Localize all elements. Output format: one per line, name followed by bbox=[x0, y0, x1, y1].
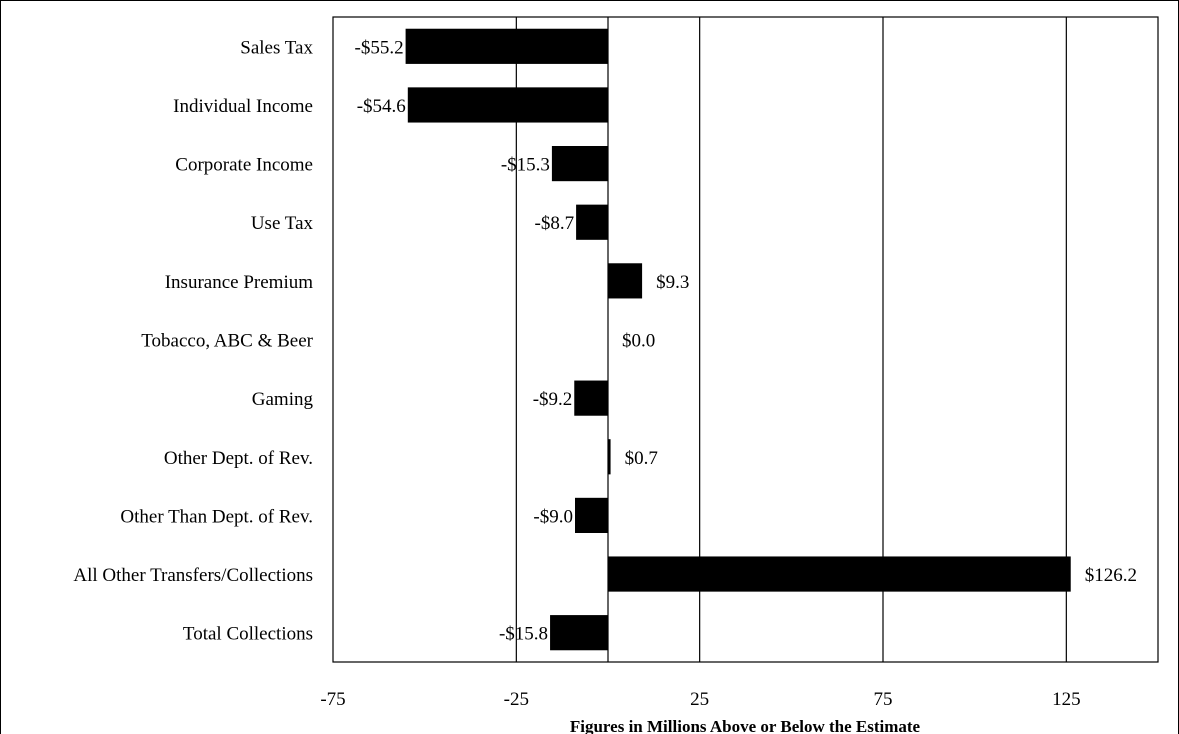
bar bbox=[407, 87, 608, 123]
data-label: -$9.2 bbox=[533, 389, 573, 410]
gridlines bbox=[515, 17, 1067, 662]
data-label: -$55.2 bbox=[355, 37, 404, 58]
category-label: Corporate Income bbox=[175, 155, 313, 176]
bar bbox=[551, 146, 608, 182]
bar bbox=[608, 556, 1071, 592]
category-label: Total Collections bbox=[183, 624, 313, 645]
data-label: $0.7 bbox=[625, 448, 658, 469]
category-label: Tobacco, ABC & Beer bbox=[141, 331, 313, 352]
data-label: $9.3 bbox=[656, 272, 689, 293]
x-tick-label: 25 bbox=[690, 689, 709, 710]
bars bbox=[405, 28, 1071, 651]
bar bbox=[608, 439, 611, 475]
bar bbox=[575, 497, 608, 533]
data-label: $0.0 bbox=[622, 331, 655, 352]
x-tick-label: 125 bbox=[1052, 689, 1081, 710]
x-tick-label: -25 bbox=[504, 689, 529, 710]
x-tick-labels: -75 -25 25 75 125 bbox=[320, 689, 1080, 710]
data-label: -$9.0 bbox=[533, 506, 573, 527]
plot-area bbox=[332, 16, 1159, 663]
bar bbox=[550, 615, 608, 651]
bar bbox=[405, 28, 608, 64]
bar bbox=[574, 380, 608, 416]
x-tick-label: 75 bbox=[874, 689, 893, 710]
data-label: -$8.7 bbox=[535, 213, 575, 234]
category-label: Other Than Dept. of Rev. bbox=[120, 506, 313, 527]
category-label: Other Dept. of Rev. bbox=[164, 448, 313, 469]
category-label: Sales Tax bbox=[240, 37, 313, 58]
data-label: $126.2 bbox=[1085, 565, 1137, 586]
bar bbox=[576, 204, 608, 240]
category-label: All Other Transfers/Collections bbox=[73, 565, 313, 586]
category-labels: Sales Tax Individual Income Corporate Inco… bbox=[73, 37, 313, 644]
data-label: -$54.6 bbox=[357, 96, 406, 117]
data-label: -$15.8 bbox=[499, 624, 548, 645]
x-axis-label: Figures in Millions Above or Below the E… bbox=[570, 717, 921, 734]
category-label: Insurance Premium bbox=[165, 272, 313, 293]
x-tick-label: -75 bbox=[320, 689, 345, 710]
category-label: Individual Income bbox=[173, 96, 313, 117]
data-label: -$15.3 bbox=[501, 155, 550, 176]
category-label: Gaming bbox=[252, 389, 314, 410]
data-labels: -$55.2 -$54.6 -$15.3 -$8.7 $9.3 $0.0 -$9.2 $0.7… bbox=[355, 37, 1137, 644]
bar bbox=[608, 263, 643, 299]
category-label: Use Tax bbox=[251, 213, 314, 234]
